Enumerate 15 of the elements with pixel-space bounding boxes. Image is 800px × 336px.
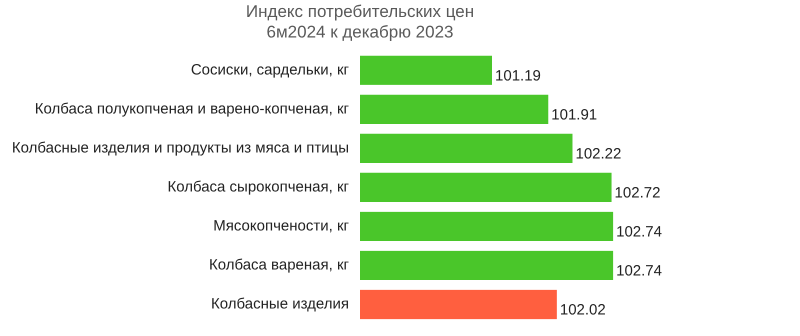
y-tick-label: Колбасные изделия и продукты из мяса и птицы <box>12 140 349 157</box>
data-label: 102.74 <box>616 262 662 280</box>
y-tick-label: Мясокопчености, кг <box>213 218 350 235</box>
data-label: 101.19 <box>495 67 541 84</box>
data-label: 102.02 <box>560 302 606 319</box>
data-label: 102.22 <box>575 146 622 163</box>
data-label: 101.91 <box>551 106 598 124</box>
data-label: 102.74 <box>616 224 662 241</box>
y-tick-label: Колбаса сырокопченая, кг <box>167 178 350 196</box>
y-tick-label: Колбаса полукопченая и варено-копченая, кг <box>34 100 350 118</box>
y-tick-label: Колбаса вареная, кг <box>208 256 350 274</box>
y-tick-label: Колбасные изделия <box>211 296 349 313</box>
data-label: 102.72 <box>614 184 660 202</box>
chart-title: Индекс потребительских цен 6м2024 к декабрю 2023 <box>246 2 474 42</box>
y-tick-label: Сосиски, сардельки, кг <box>190 61 350 78</box>
